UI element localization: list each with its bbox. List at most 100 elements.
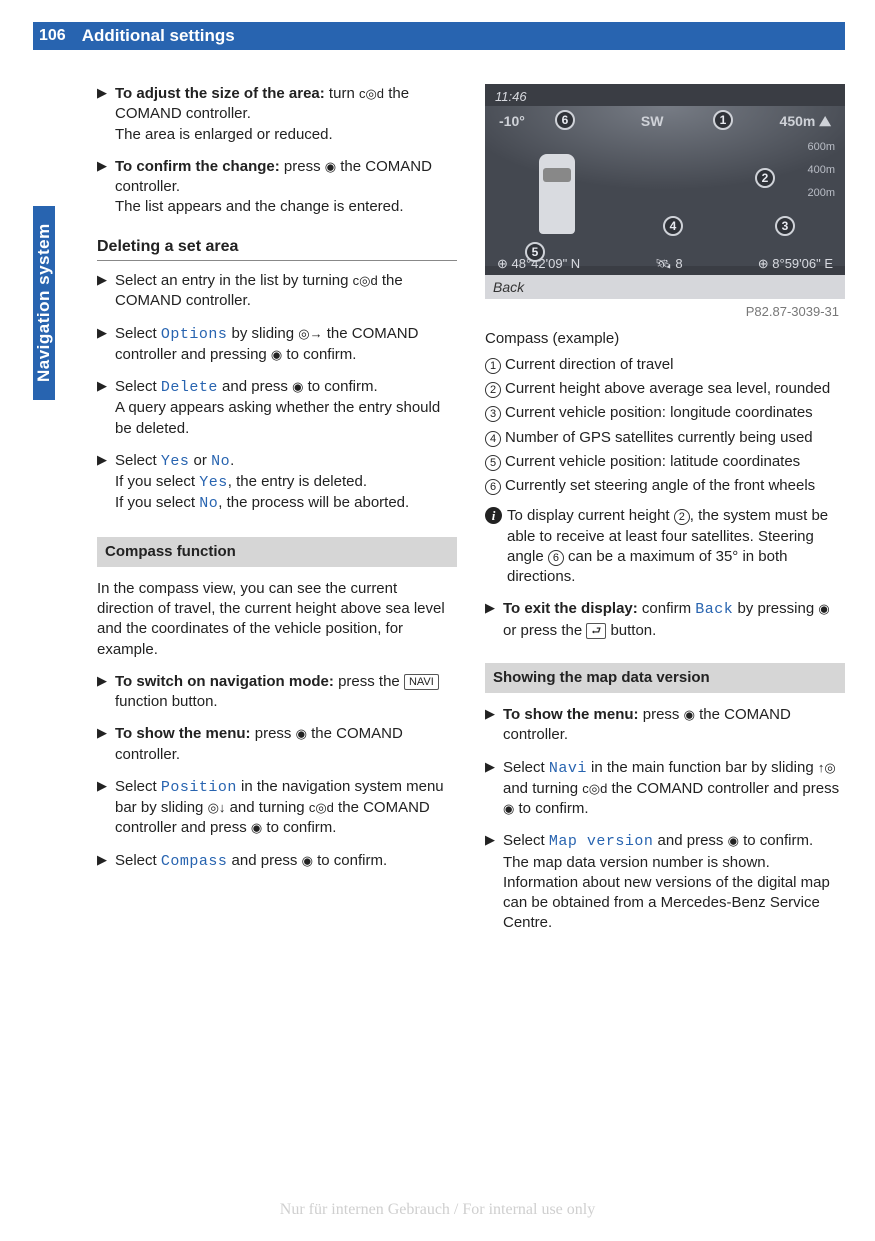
info-note: i To display current height 2, the syste… [485, 506, 845, 587]
list-item: ▶ To show the menu: press ◉ the COMAND c… [485, 705, 845, 746]
list-item: ▶ Select Options by sliding ◎→ the COMAN… [97, 324, 457, 366]
circle-number-icon: 6 [485, 479, 501, 495]
rotary-turn-icon: c◎d [582, 780, 607, 798]
triangle-icon: ▶ [97, 777, 115, 839]
fig-longitude: 8°59'06" E [772, 256, 833, 271]
back-key: ⮐ [586, 623, 606, 639]
legend-item: 4Number of GPS satellites currently bein… [485, 428, 845, 448]
rotary-turn-icon: c◎d [353, 272, 378, 290]
press-icon: ◉ [503, 800, 514, 818]
fig-latitude: 48°42'09" N [512, 256, 581, 271]
press-icon: ◉ [251, 819, 262, 837]
image-reference: P82.87-3039-31 [485, 303, 839, 321]
triangle-icon: ▶ [485, 599, 503, 641]
side-tab: Navigation system [33, 206, 55, 400]
step-result: The list appears and the change is enter… [115, 197, 457, 217]
menu-option: No [199, 495, 218, 512]
step-bold: To show the menu: [503, 706, 639, 723]
compass-screenshot: 11:46 -10° SW 450m ⛰ 600m 400m 200m ⊕ 48… [485, 84, 845, 299]
step-bold: To confirm the change: [115, 158, 280, 175]
list-item: ▶ To show the menu: press ◉ the COMAND c… [97, 724, 457, 765]
step-result: A query appears asking whether the entry… [115, 398, 457, 439]
triangle-icon: ▶ [97, 851, 115, 872]
press-icon: ◉ [325, 158, 336, 176]
list-item: ▶ To switch on navigation mode: press th… [97, 672, 457, 713]
list-item: ▶ To exit the display: confirm Back by p… [485, 599, 845, 641]
list-item: ▶ Select Position in the navigation syst… [97, 777, 457, 839]
menu-option: Yes [161, 453, 190, 470]
menu-option: Yes [199, 474, 228, 491]
menu-option: Map version [549, 833, 654, 850]
triangle-icon: ▶ [97, 324, 115, 366]
triangle-icon: ▶ [97, 84, 115, 145]
fig-callout-5: 5 [525, 242, 545, 262]
list-item: ▶ Select Yes or No. If you select Yes, t… [97, 451, 457, 515]
list-item: ▶ To confirm the change: press ◉ the COM… [97, 157, 457, 218]
triangle-icon: ▶ [97, 724, 115, 765]
page-title: Additional settings [76, 26, 235, 46]
menu-option: No [211, 453, 230, 470]
triangle-icon: ▶ [97, 451, 115, 515]
fig-alt-scale: 600m 400m 200m [807, 136, 835, 205]
rotary-turn-icon: c◎d [359, 85, 384, 103]
legend-item: 5Current vehicle position: latitude coor… [485, 452, 845, 472]
fig-car-icon [539, 154, 575, 234]
slide-right-icon: ◎→ [298, 325, 322, 343]
circle-number-icon: 2 [485, 382, 501, 398]
navi-key: NAVI [404, 674, 439, 690]
step-bold: To exit the display: [503, 600, 638, 617]
fig-callout-2: 2 [755, 168, 775, 188]
right-column: 11:46 -10° SW 450m ⛰ 600m 400m 200m ⊕ 48… [485, 84, 845, 946]
rotary-turn-icon: c◎d [309, 799, 334, 817]
press-icon: ◉ [818, 600, 829, 618]
circle-number-icon: 6 [548, 550, 564, 566]
circle-number-icon: 3 [485, 406, 501, 422]
press-icon: ◉ [296, 725, 307, 743]
fig-callout-6: 6 [555, 110, 575, 130]
triangle-icon: ▶ [97, 377, 115, 439]
menu-option: Options [161, 326, 228, 343]
fig-direction: SW [641, 112, 664, 131]
triangle-icon: ▶ [97, 271, 115, 312]
section-compass-function: Compass function [97, 537, 457, 567]
press-icon: ◉ [302, 852, 313, 870]
step-bold: To adjust the size of the area: [115, 85, 325, 102]
fig-callout-4: 4 [663, 216, 683, 236]
fig-callout-3: 3 [775, 216, 795, 236]
slide-up-icon: ↑◎ [818, 759, 836, 777]
circle-number-icon: 1 [485, 358, 501, 374]
info-icon: i [485, 507, 502, 524]
circle-number-icon: 2 [674, 509, 690, 525]
triangle-icon: ▶ [485, 831, 503, 933]
press-icon: ◉ [684, 706, 695, 724]
step-bold: To switch on navigation mode: [115, 673, 334, 690]
subheading-deleting: Deleting a set area [97, 236, 457, 262]
list-item: ▶ Select an entry in the list by turning… [97, 271, 457, 312]
step-bold: To show the menu: [115, 725, 251, 742]
triangle-icon: ▶ [485, 758, 503, 820]
header-bar: 106 Additional settings [33, 22, 845, 50]
triangle-icon: ▶ [485, 705, 503, 746]
fig-back-row: Back [485, 275, 845, 299]
step-result: The map data version number is shown. In… [503, 853, 845, 934]
menu-option: Back [695, 601, 733, 618]
slide-down-icon: ◎↓ [208, 799, 226, 817]
list-item: ▶ Select Map version and press ◉ to conf… [485, 831, 845, 933]
step-result: The area is enlarged or reduced. [115, 125, 457, 145]
fig-satellites: 8 [675, 256, 682, 271]
fig-altitude: 450m [780, 113, 816, 129]
press-icon: ◉ [271, 346, 282, 364]
circle-number-icon: 5 [485, 455, 501, 471]
triangle-icon: ▶ [97, 672, 115, 713]
menu-option: Delete [161, 379, 218, 396]
footer-watermark: Nur für internen Gebrauch / For internal… [0, 1201, 875, 1219]
page-number: 106 [33, 27, 76, 45]
section-map-version: Showing the map data version [485, 663, 845, 693]
menu-option: Position [161, 779, 237, 796]
left-column: ▶ To adjust the size of the area: turn c… [97, 84, 457, 946]
legend-item: 2Current height above average sea level,… [485, 379, 845, 399]
figure-caption: Compass (example) [485, 329, 845, 349]
paragraph: In the compass view, you can see the cur… [97, 579, 457, 660]
legend-item: 3Current vehicle position: longitude coo… [485, 403, 845, 423]
legend-item: 6Currently set steering angle of the fro… [485, 476, 845, 496]
